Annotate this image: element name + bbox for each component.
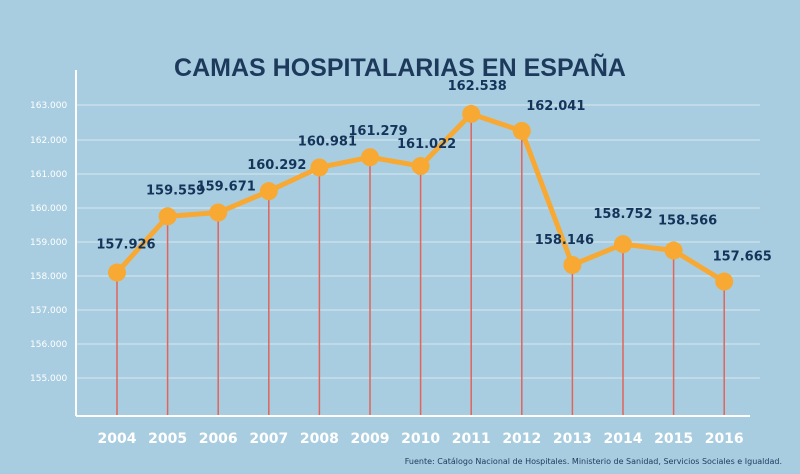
y-tick-label: 162.000 xyxy=(30,136,67,146)
x-tick-label: 2010 xyxy=(401,431,440,447)
data-point xyxy=(512,121,531,140)
data-label: 157.926 xyxy=(96,238,155,253)
x-tick-label: 2011 xyxy=(452,431,491,447)
y-tick-label: 156.000 xyxy=(30,340,67,350)
data-label: 161.022 xyxy=(397,137,456,152)
data-point xyxy=(361,148,379,167)
y-tick-label: 159.000 xyxy=(30,238,67,248)
data-label: 159.671 xyxy=(197,180,256,195)
data-point xyxy=(209,203,228,222)
y-tick-label: 155.000 xyxy=(30,374,67,384)
data-point xyxy=(108,263,126,282)
x-tick-label: 2016 xyxy=(705,431,744,447)
drop-lines xyxy=(116,113,725,416)
data-point xyxy=(462,104,481,123)
data-label: 159.559 xyxy=(146,183,205,198)
data-point xyxy=(664,241,683,260)
x-tick-label: 2008 xyxy=(300,431,339,447)
y-tick-label: 161.000 xyxy=(30,170,67,180)
data-label: 158.566 xyxy=(658,214,717,229)
x-tick-label: 2007 xyxy=(249,431,288,447)
data-label: 158.752 xyxy=(593,207,652,222)
grid-layer xyxy=(76,104,760,379)
data-point xyxy=(614,235,632,254)
data-point xyxy=(310,158,329,177)
x-tick-label: 2015 xyxy=(654,431,693,447)
x-tick-label: 2014 xyxy=(604,431,643,447)
y-axis-ticks: 163.000 162.000 161.000 160.000 159.000 158.0… xyxy=(30,101,67,384)
data-label: 160.981 xyxy=(298,134,357,149)
y-tick-label: 163.000 xyxy=(30,101,67,111)
data-point xyxy=(411,157,430,176)
data-point xyxy=(259,182,278,201)
data-label: 162.041 xyxy=(526,99,585,114)
x-tick-label: 2013 xyxy=(553,431,592,447)
data-label: 162.538 xyxy=(448,79,507,94)
x-tick-label: 2005 xyxy=(148,431,187,447)
x-tick-label: 2006 xyxy=(199,431,238,447)
data-point xyxy=(715,272,734,291)
y-tick-label: 157.000 xyxy=(30,306,67,316)
data-label: 160.292 xyxy=(247,158,306,173)
x-tick-label: 2012 xyxy=(502,431,541,447)
x-tick-label: 2009 xyxy=(351,431,390,447)
data-markers xyxy=(108,104,734,291)
data-point xyxy=(158,207,177,226)
chart-title: CAMAS HOSPITALARIAS EN ESPAÑA xyxy=(174,52,626,82)
x-tick-label: 2004 xyxy=(98,431,137,447)
y-tick-label: 160.000 xyxy=(30,204,67,214)
data-point xyxy=(563,255,582,274)
source-note: Fuente: Catálogo Nacional de Hospitales.… xyxy=(405,457,782,466)
data-label: 158.146 xyxy=(535,233,594,248)
x-axis-ticks: 2004 2005 2006 2007 2008 2009 2010 2011 2012 2013… xyxy=(98,431,744,447)
y-tick-label: 158.000 xyxy=(30,272,67,282)
data-label: 157.665 xyxy=(713,250,772,265)
data-label: 161.279 xyxy=(348,124,407,139)
